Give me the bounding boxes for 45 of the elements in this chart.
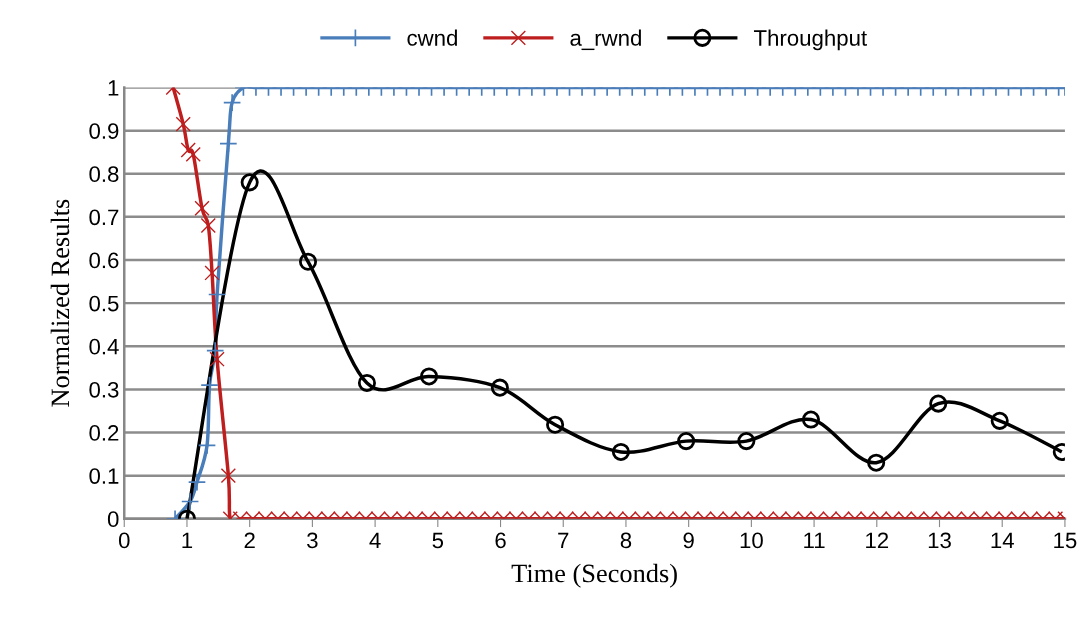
x-tick-label: 14 <box>991 532 1014 549</box>
y-tick-label: 0.7 <box>89 209 119 226</box>
y-tick-label: 0.5 <box>89 295 119 312</box>
point <box>737 432 756 451</box>
y-axis-title: Normalized Results <box>50 199 70 407</box>
x-tick-label: 13 <box>928 532 951 549</box>
point <box>611 442 630 461</box>
x-axis-title: Time (Seconds) <box>511 563 677 588</box>
x-tick-label: 3 <box>307 532 318 549</box>
point <box>990 411 1009 430</box>
x-tick-label: 1 <box>182 532 193 549</box>
x-tick-label: 15 <box>1054 532 1077 549</box>
point <box>546 415 565 434</box>
legend-label: cwnd <box>407 29 457 46</box>
point <box>929 394 948 413</box>
y-tick-label: 0 <box>107 511 119 528</box>
x-tick-label: 11 <box>804 532 825 549</box>
x-tick-label: 4 <box>369 532 381 549</box>
point <box>357 373 376 392</box>
point <box>490 378 509 397</box>
y-tick-label: 0.8 <box>89 166 119 183</box>
x-tick-label: 2 <box>244 532 255 549</box>
y-tick-label: 0.9 <box>89 123 119 139</box>
x-tick-label: 0 <box>118 532 130 549</box>
y-tick-label: 0.1 <box>89 468 119 484</box>
x-tick-label: 5 <box>432 532 444 549</box>
point <box>298 252 318 271</box>
legend-label: a_rwnd <box>570 29 641 51</box>
x-tick-label: 9 <box>683 532 694 549</box>
legend-label: Throughput <box>753 29 867 51</box>
point <box>240 173 259 192</box>
y-tick-label: 1 <box>108 80 119 96</box>
x-tick-label: 12 <box>866 532 889 549</box>
x-tick-label: 8 <box>620 532 632 549</box>
point <box>801 410 820 429</box>
point <box>677 432 696 451</box>
y-tick-label: 0.3 <box>89 381 119 398</box>
y-tick-label: 0.2 <box>89 425 119 441</box>
point <box>420 367 439 386</box>
point <box>867 453 886 472</box>
y-tick-label: 0.6 <box>89 252 119 269</box>
x-tick-label: 7 <box>558 532 569 549</box>
x-tick-label: 6 <box>495 532 506 549</box>
x-tick-label: 10 <box>740 532 763 549</box>
y-tick-label: 0.4 <box>89 338 119 355</box>
